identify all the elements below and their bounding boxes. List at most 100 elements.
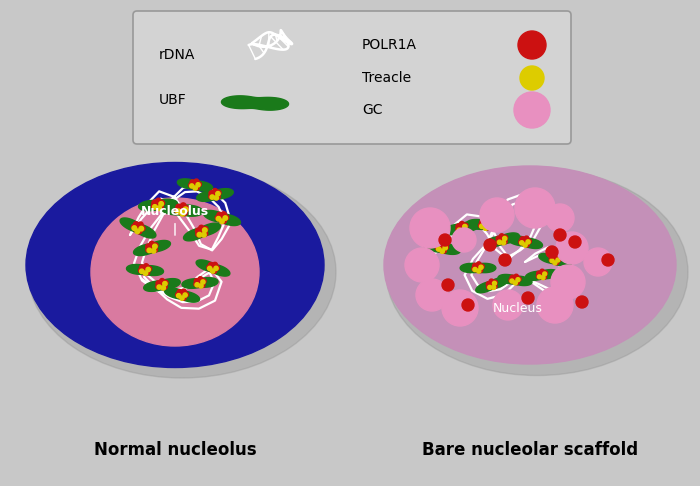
Circle shape: [458, 227, 463, 232]
Circle shape: [509, 278, 514, 282]
Circle shape: [437, 247, 441, 251]
Circle shape: [148, 247, 153, 253]
Circle shape: [480, 224, 484, 228]
Circle shape: [493, 280, 497, 285]
Circle shape: [132, 226, 137, 230]
Circle shape: [473, 267, 477, 272]
Circle shape: [477, 269, 481, 273]
Circle shape: [160, 200, 164, 206]
Circle shape: [151, 249, 156, 253]
Polygon shape: [498, 275, 532, 286]
Circle shape: [191, 184, 196, 189]
Circle shape: [530, 215, 534, 219]
Circle shape: [492, 281, 496, 285]
Circle shape: [181, 289, 186, 294]
Circle shape: [484, 225, 489, 230]
Circle shape: [156, 284, 161, 289]
Circle shape: [211, 269, 215, 273]
Circle shape: [213, 189, 218, 193]
Circle shape: [481, 224, 486, 229]
Circle shape: [463, 223, 468, 228]
Circle shape: [183, 206, 190, 211]
Circle shape: [540, 269, 545, 274]
Circle shape: [554, 260, 559, 265]
Circle shape: [220, 219, 224, 224]
Circle shape: [437, 243, 442, 248]
Circle shape: [538, 275, 541, 279]
Circle shape: [546, 246, 558, 258]
Circle shape: [536, 211, 541, 216]
Circle shape: [177, 209, 183, 214]
Polygon shape: [197, 189, 233, 201]
Circle shape: [554, 229, 566, 241]
Circle shape: [533, 209, 538, 214]
Circle shape: [196, 282, 201, 287]
Polygon shape: [182, 278, 218, 288]
Circle shape: [176, 209, 181, 214]
Circle shape: [175, 208, 181, 213]
Circle shape: [141, 269, 146, 274]
Circle shape: [194, 179, 199, 184]
Circle shape: [136, 228, 142, 234]
Circle shape: [543, 271, 547, 276]
Circle shape: [537, 287, 573, 323]
Circle shape: [208, 266, 212, 271]
Circle shape: [517, 277, 521, 281]
Circle shape: [542, 275, 547, 279]
Circle shape: [153, 247, 158, 252]
Circle shape: [153, 205, 158, 209]
Circle shape: [476, 262, 481, 267]
Circle shape: [511, 279, 516, 283]
Circle shape: [147, 248, 152, 253]
Circle shape: [534, 216, 538, 220]
Circle shape: [503, 235, 507, 240]
Circle shape: [486, 282, 491, 286]
Circle shape: [177, 290, 182, 295]
Circle shape: [162, 284, 167, 289]
Circle shape: [442, 279, 454, 291]
Circle shape: [537, 271, 541, 276]
Circle shape: [550, 259, 554, 262]
Polygon shape: [196, 260, 230, 276]
Circle shape: [199, 284, 203, 288]
Circle shape: [194, 282, 199, 287]
Circle shape: [133, 226, 139, 231]
Polygon shape: [221, 96, 288, 110]
Circle shape: [163, 281, 167, 286]
Circle shape: [215, 265, 219, 270]
Circle shape: [486, 285, 491, 289]
Circle shape: [160, 278, 164, 283]
Circle shape: [439, 234, 451, 246]
Circle shape: [514, 92, 550, 128]
Polygon shape: [164, 288, 200, 302]
Circle shape: [140, 226, 145, 231]
Circle shape: [546, 204, 574, 232]
Circle shape: [556, 257, 561, 262]
Circle shape: [146, 267, 150, 272]
Circle shape: [176, 294, 181, 298]
Circle shape: [213, 262, 218, 267]
Circle shape: [510, 279, 514, 283]
Circle shape: [199, 225, 204, 230]
Circle shape: [602, 254, 614, 266]
Circle shape: [514, 274, 519, 279]
Circle shape: [523, 243, 527, 247]
Circle shape: [197, 182, 202, 187]
Circle shape: [486, 221, 491, 226]
Circle shape: [156, 198, 161, 204]
Circle shape: [441, 242, 446, 247]
Circle shape: [553, 261, 557, 265]
Circle shape: [195, 278, 200, 283]
Circle shape: [211, 194, 216, 199]
Circle shape: [530, 211, 534, 215]
Circle shape: [486, 222, 491, 226]
Circle shape: [556, 258, 560, 262]
Circle shape: [221, 218, 226, 224]
Circle shape: [536, 212, 540, 216]
Circle shape: [522, 292, 534, 304]
Text: Treacle: Treacle: [362, 71, 411, 85]
Circle shape: [176, 204, 181, 210]
Circle shape: [473, 263, 477, 268]
Circle shape: [479, 223, 484, 228]
Circle shape: [153, 243, 158, 248]
